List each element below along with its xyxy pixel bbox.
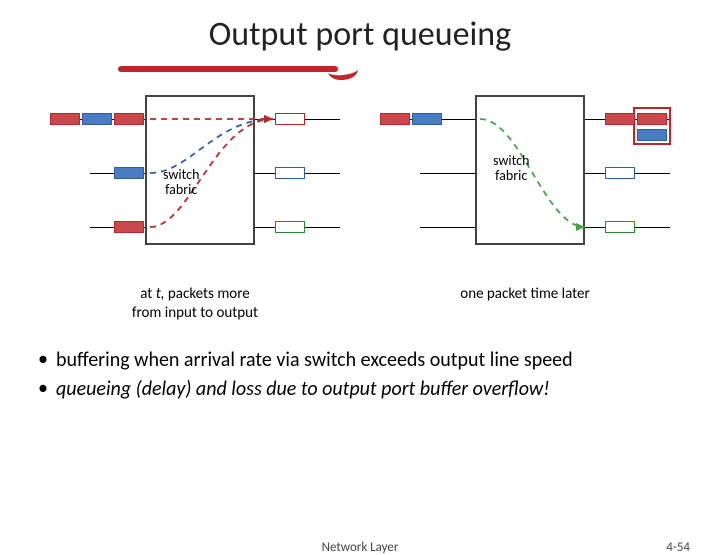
page-title: Output port queueing [0,14,720,55]
packet [50,113,80,125]
packet [275,113,305,125]
packet [605,221,635,233]
packet [380,113,410,125]
fabric-label: switch fabric [163,167,199,198]
packet [637,113,667,125]
caption-right: one packet time later [380,285,670,304]
packet [605,113,635,125]
packet [412,113,442,125]
packet [114,221,144,233]
diagram-left: switch fabric at t, packets morefrom inp… [50,95,340,323]
title-underline [118,66,338,72]
fabric-label: switch fabric [493,153,529,184]
packet [637,129,667,141]
bullet-list: buffering when arrival rate via switch e… [38,347,690,403]
diagram-row: switch fabric at t, packets morefrom inp… [0,95,720,323]
footer-page-number: 4-54 [666,540,690,555]
footer-center: Network Layer [322,540,399,555]
switch-fabric [475,95,585,245]
packet [275,167,305,179]
caption-left: at t, packets morefrom input to output [50,285,340,323]
diagram-right: switch fabric one packet time later [380,95,670,323]
packet [114,167,144,179]
wire-line [420,227,475,228]
bullet-item: queueing (delay) and loss due to output … [38,376,690,403]
packet [275,221,305,233]
packet [82,113,112,125]
wire-line [420,173,475,174]
packet [605,167,635,179]
switch-fabric [145,95,255,245]
bullet-item: buffering when arrival rate via switch e… [38,347,690,374]
packet [114,113,144,125]
